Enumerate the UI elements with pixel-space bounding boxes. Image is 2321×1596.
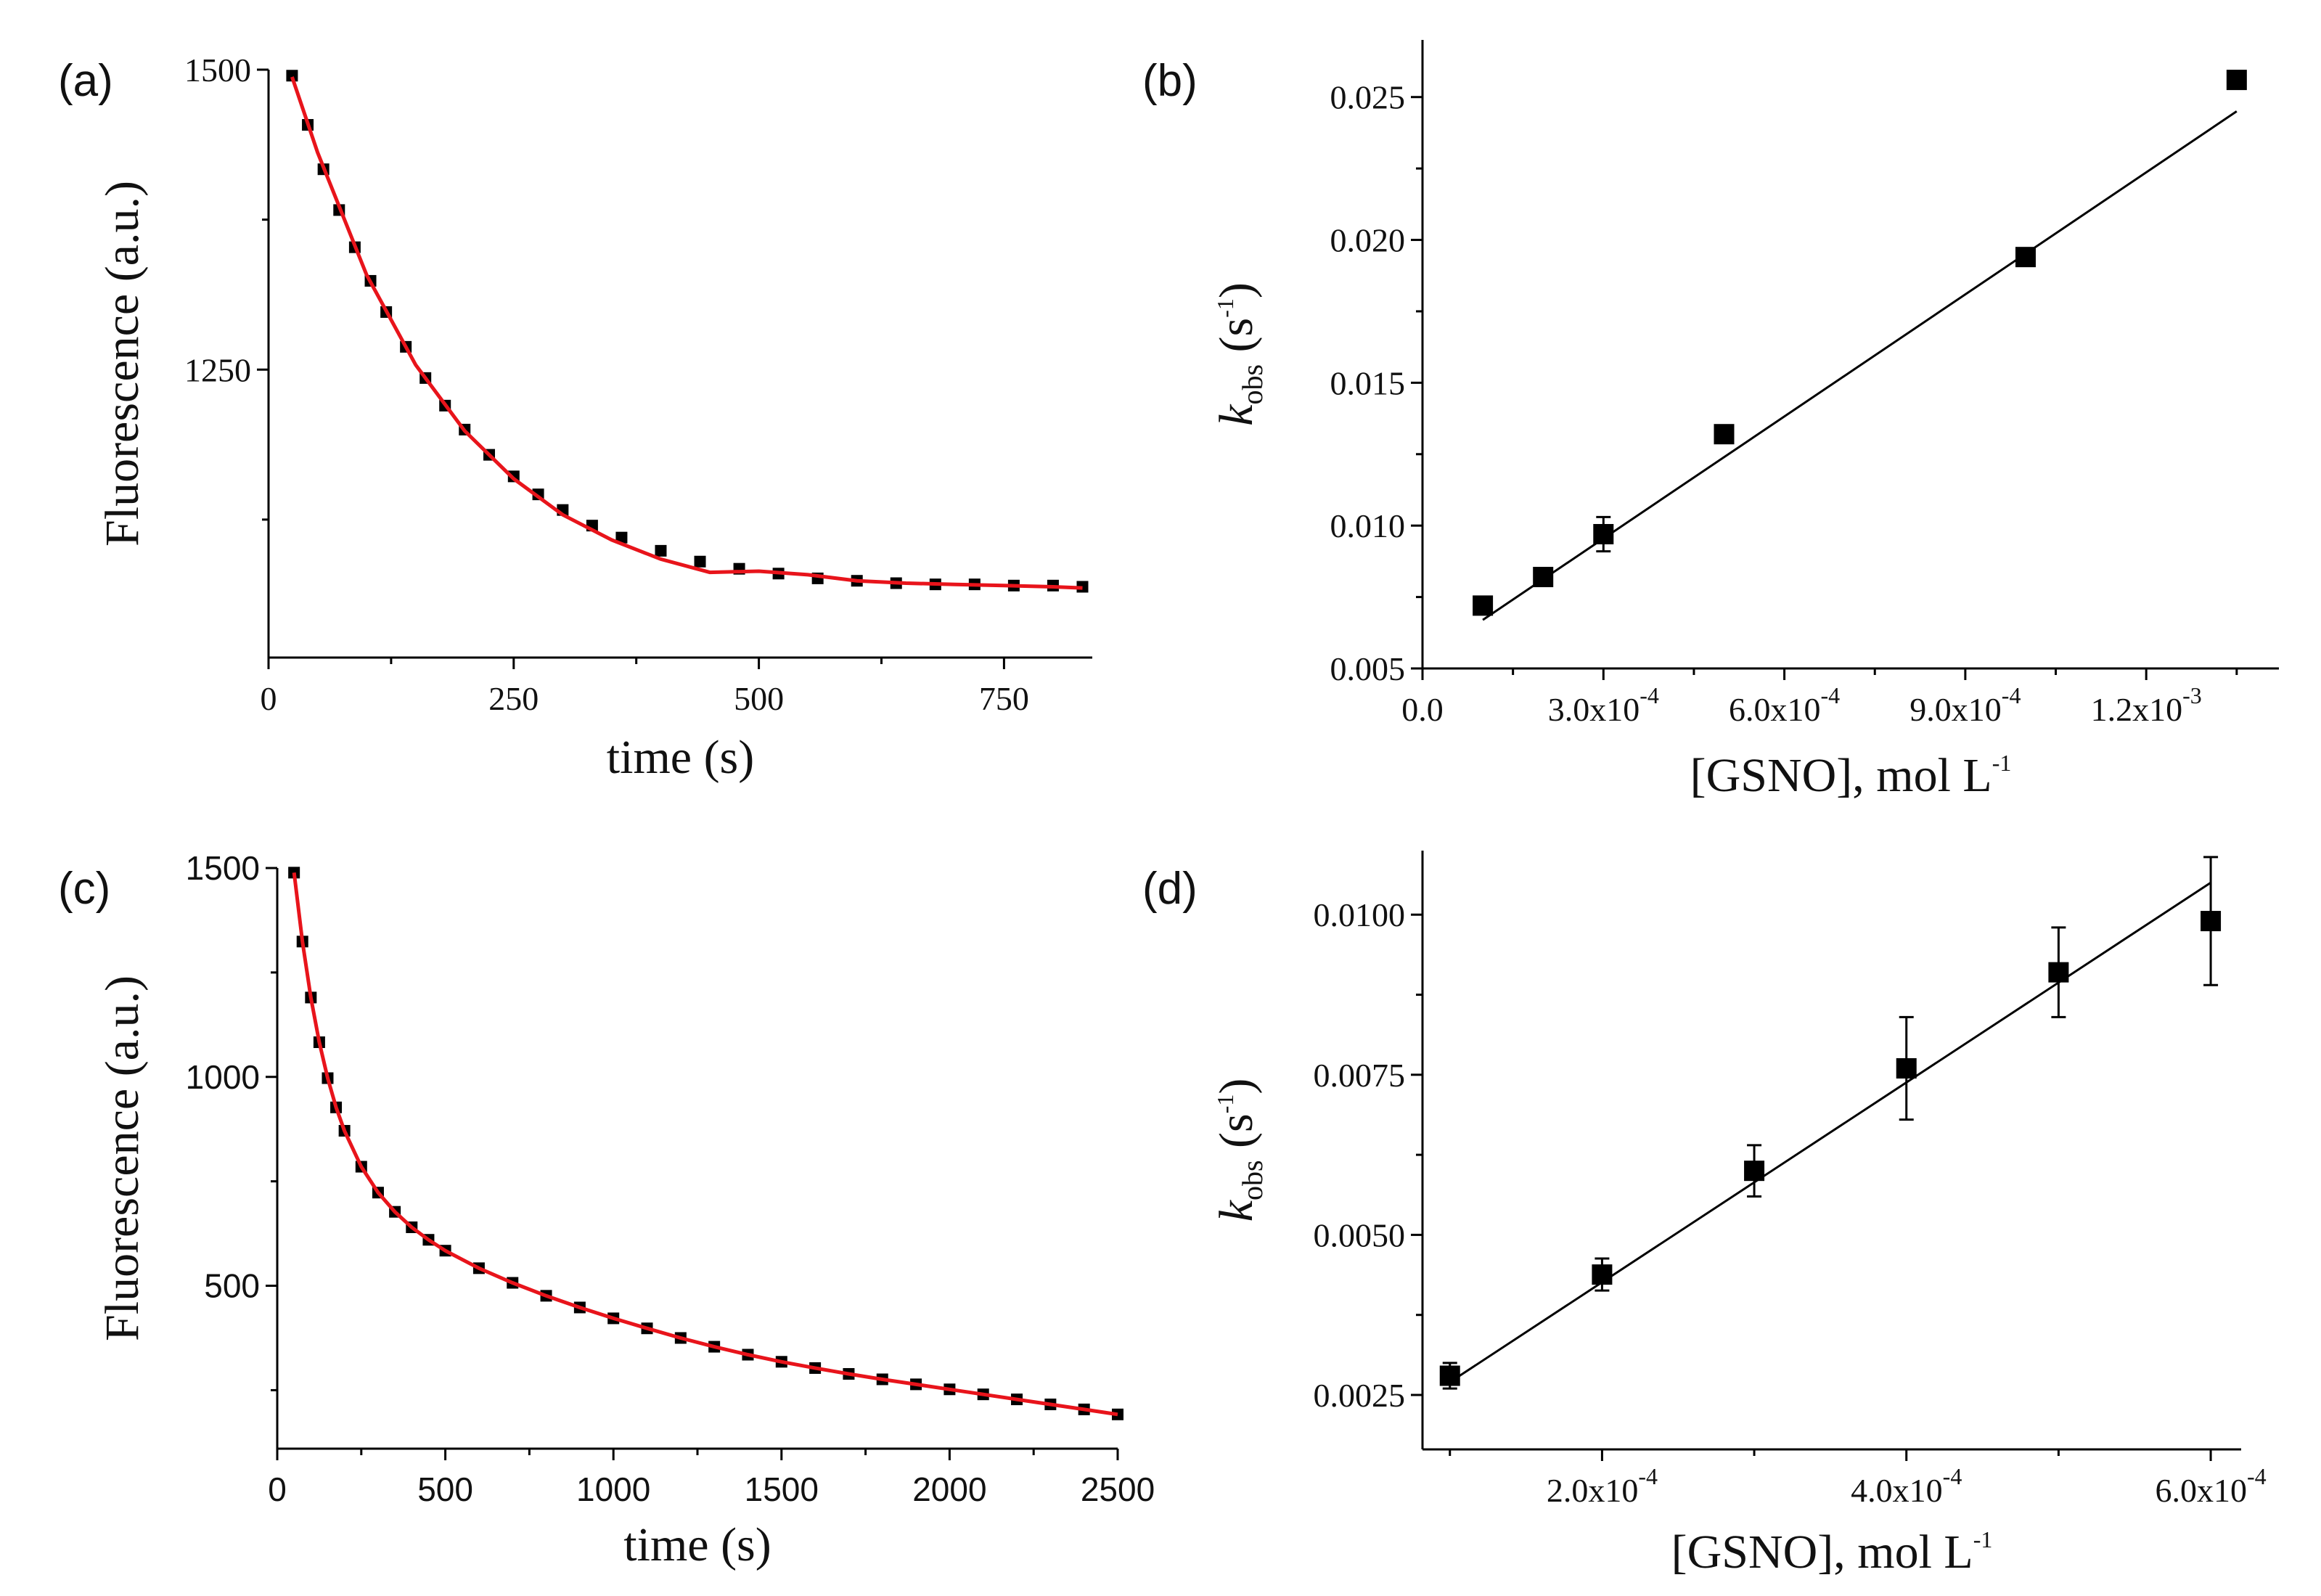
panel-c-fluorescence-decay-chart: (c) 0 500 1000 1500 2000 2500 500 1000 1500 time (… — [58, 849, 1155, 1571]
x-tick-label: 6.0x10-4 — [1729, 682, 1840, 728]
y-tick-label: 1250 — [184, 351, 251, 388]
data-point — [615, 531, 628, 544]
y-tick-label: 0.025 — [1330, 79, 1406, 116]
panel-b-kobs-vs-gsno-chart: (b) 0.0 3.0x10-4 6.0x10-4 9.0x10-4 1.2x10-3 0.… — [1142, 40, 2279, 802]
data-point — [2201, 911, 2222, 932]
x-tick-label: 500 — [734, 680, 784, 717]
x-tick-label: 0 — [261, 680, 277, 717]
y-axis-title: Fluorescence (a.u.) — [96, 975, 149, 1341]
data-point — [2226, 70, 2247, 91]
y-tick-label: 0.020 — [1330, 222, 1406, 259]
x-tick-label: 0.0 — [1401, 691, 1444, 728]
fit-line — [1449, 881, 2211, 1383]
data-point — [286, 70, 298, 82]
x-tick-label: 9.0x10-4 — [1909, 682, 2021, 728]
y-tick-label: 1500 — [184, 52, 251, 89]
y-axis-title: kobs (s-1) — [1210, 1079, 1269, 1222]
y-tick-label: 0.015 — [1330, 364, 1406, 401]
x-tick-label: 2500 — [1081, 1470, 1155, 1508]
x-tick-label: 1500 — [745, 1470, 819, 1508]
x-axis-title: time (s) — [607, 731, 754, 784]
data-point — [1714, 424, 1735, 445]
panel-label: (b) — [1142, 56, 1198, 106]
y-tick-label: 0.005 — [1330, 650, 1406, 687]
data-point — [1439, 1365, 1460, 1386]
x-axis-title: time (s) — [623, 1518, 771, 1571]
y-tick-label: 1500 — [186, 849, 260, 887]
panel-label: (d) — [1142, 864, 1198, 914]
panel-d-kobs-vs-gsno-chart: (d) 2.0x10-4 4.0x10-4 6.0x10-4 0.0025 0.0050 0… — [1142, 851, 2267, 1579]
x-tick-label: 1.2x10-3 — [2091, 682, 2202, 728]
y-tick-label: 500 — [204, 1267, 260, 1305]
x-tick-label: 2000 — [912, 1470, 986, 1508]
y-tick-label: 0.010 — [1330, 507, 1406, 544]
x-axis-title: [GSNO], mol L-1 — [1671, 1526, 1993, 1579]
x-tick-label: 0 — [268, 1470, 287, 1508]
x-tick-label: 750 — [979, 680, 1029, 717]
y-axis-title: Fluorescence (a.u.) — [96, 181, 149, 547]
data-point — [694, 555, 706, 568]
data-point — [2048, 962, 2069, 983]
x-tick-label: 4.0x10-4 — [1851, 1463, 1962, 1509]
x-tick-label: 250 — [488, 680, 539, 717]
x-tick-label: 3.0x10-4 — [1548, 682, 1659, 728]
panel-label: (a) — [58, 56, 113, 106]
y-tick-label: 0.0025 — [1314, 1377, 1406, 1414]
panel-a-fluorescence-decay-chart: (a) 0 250 500 750 1250 1500 time (s) Fluorescenc… — [58, 52, 1092, 784]
data-point — [655, 544, 667, 557]
data-point — [1896, 1058, 1917, 1079]
y-tick-label: 1000 — [186, 1058, 260, 1096]
data-point — [1473, 595, 1494, 616]
data-point — [1112, 1408, 1123, 1420]
fit-line — [292, 872, 1118, 1417]
x-tick-label: 2.0x10-4 — [1547, 1463, 1658, 1509]
x-tick-label: 6.0x10-4 — [2155, 1463, 2266, 1509]
fit-line — [290, 76, 1083, 590]
x-tick-label: 500 — [417, 1470, 473, 1508]
x-axis-title: [GSNO], mol L-1 — [1690, 749, 2012, 802]
y-axis-title: kobs (s-1) — [1210, 282, 1269, 426]
y-tick-label: 0.0075 — [1314, 1057, 1406, 1094]
fit-line — [1482, 110, 2238, 621]
panel-label: (c) — [58, 864, 110, 914]
x-tick-label: 1000 — [576, 1470, 650, 1508]
y-tick-label: 0.0100 — [1314, 896, 1406, 933]
y-tick-label: 0.0050 — [1314, 1216, 1406, 1253]
